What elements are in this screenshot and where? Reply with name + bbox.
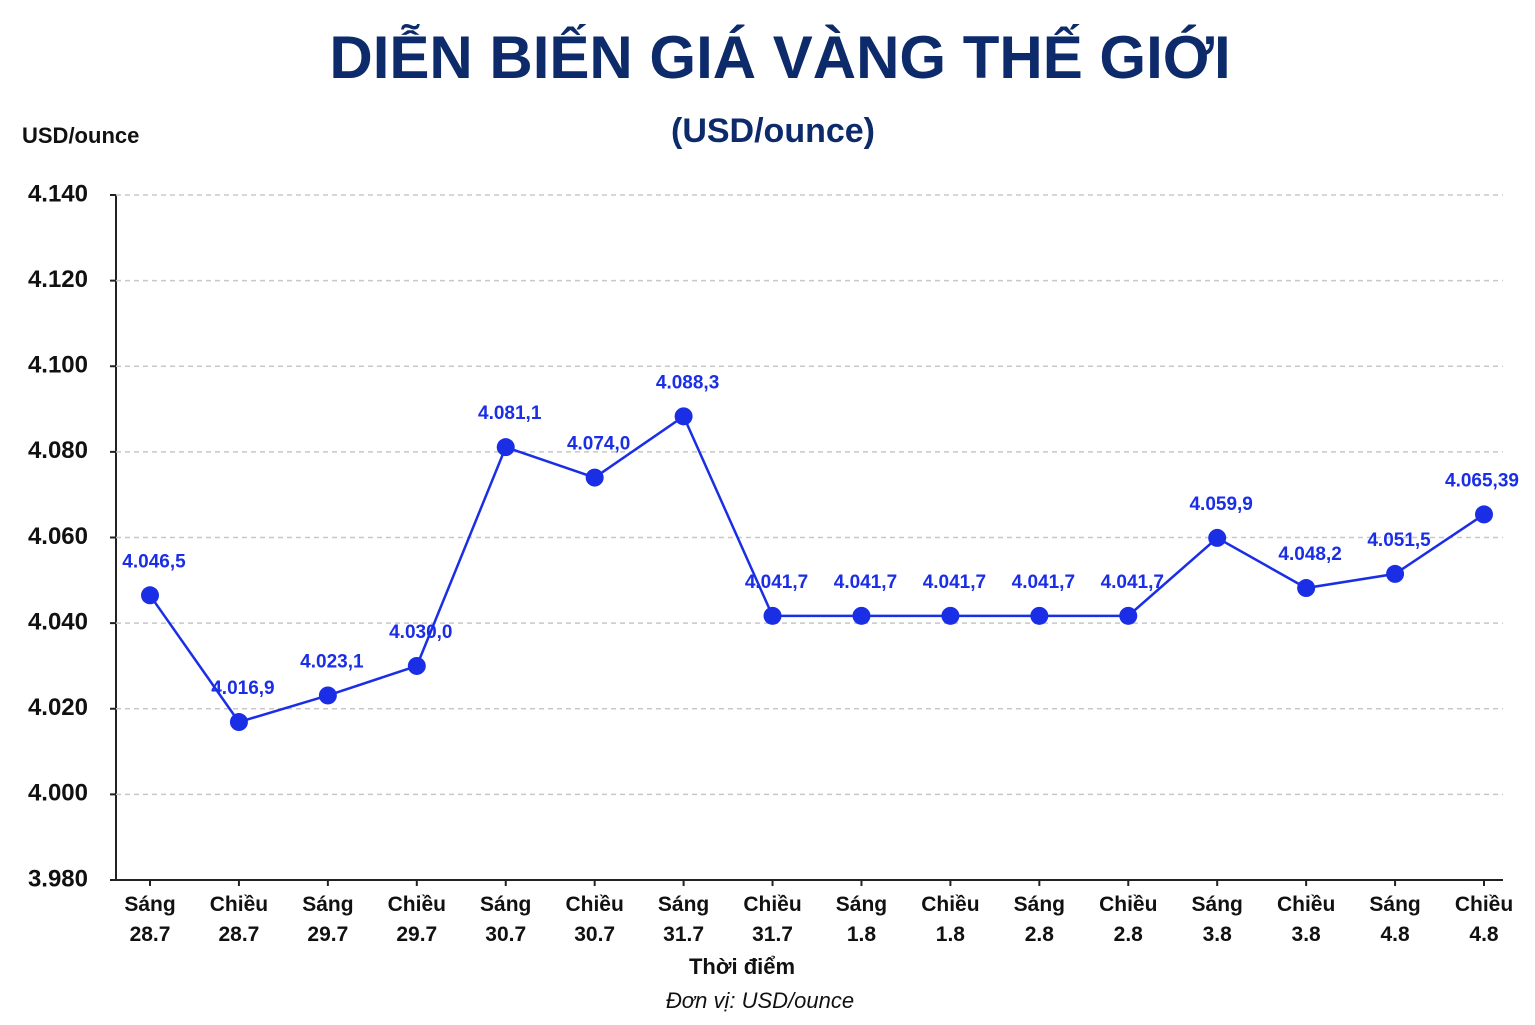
point — [1208, 528, 1227, 547]
y-tick-label: 4.020 — [28, 694, 88, 721]
x-axis-title: Thời điểm — [689, 954, 795, 979]
data-label: 4.023,1 — [300, 651, 364, 672]
y-tick-label: 4.040 — [28, 608, 88, 635]
data-label: 4.048,2 — [1278, 544, 1341, 565]
data-label: 4.030,0 — [389, 622, 452, 643]
footnote: Đơn vị: USD/ounce — [666, 988, 854, 1013]
chart-title: DIỄN BIẾN GIÁ VÀNG THẾ GIỚI — [329, 24, 1230, 91]
point — [1119, 606, 1138, 625]
point — [763, 606, 782, 625]
point — [318, 686, 337, 705]
x-tick-label: Chiều 28.7 — [209, 893, 269, 946]
point — [1297, 579, 1316, 598]
data-label: 4.088,3 — [656, 372, 719, 393]
point — [941, 606, 960, 625]
x-tick-label: Sáng 4.8 — [1369, 893, 1421, 946]
point — [407, 656, 426, 675]
y-tick-label: 4.120 — [28, 266, 88, 293]
x-tick-label: Chiều 3.8 — [1276, 893, 1336, 946]
point — [496, 438, 515, 457]
x-tick-label: Sáng 29.7 — [302, 893, 354, 946]
point — [585, 468, 604, 487]
data-label: 4.065,39 — [1445, 470, 1519, 491]
point — [141, 586, 159, 605]
x-tick-label: Sáng 2.8 — [1013, 893, 1065, 946]
data-label: 4.059,9 — [1189, 494, 1252, 515]
x-tick-label: Chiều 4.8 — [1454, 893, 1514, 946]
point — [674, 407, 693, 426]
data-label: 4.041,7 — [745, 572, 808, 593]
y-tick-label: 4.100 — [28, 352, 88, 379]
y-tick-label: 3.980 — [28, 865, 88, 892]
chart-subtitle: (USD/ounce) — [671, 112, 875, 150]
data-label: 4.041,7 — [923, 572, 986, 593]
data-label: 4.041,7 — [1012, 572, 1075, 593]
x-tick-label: Sáng 30.7 — [480, 893, 532, 946]
point — [1030, 606, 1049, 625]
x-tick-label: Chiều 31.7 — [743, 893, 802, 946]
x-tick-label: Sáng 3.8 — [1191, 893, 1243, 946]
data-label: 4.051,5 — [1367, 530, 1431, 551]
x-tick-label: Chiều 30.7 — [565, 893, 624, 946]
x-tick-label: Sáng 28.7 — [124, 893, 176, 946]
y-tick-label: 4.080 — [28, 437, 88, 464]
x-tick-label: Chiều 2.8 — [1099, 893, 1158, 946]
data-label: 4.046,5 — [122, 551, 186, 572]
x-tick-label: Sáng 1.8 — [835, 893, 888, 946]
point — [1386, 564, 1405, 583]
y-axis-title: USD/ounce — [22, 123, 139, 148]
data-label: 4.081,1 — [478, 403, 542, 424]
x-tick-label: Chiều 1.8 — [921, 893, 980, 946]
y-tick-label: 4.000 — [28, 780, 88, 807]
point — [852, 606, 871, 625]
y-tick-label: 4.140 — [28, 180, 88, 207]
point — [229, 713, 248, 732]
y-tick-label: 4.060 — [28, 523, 88, 550]
point — [1475, 505, 1493, 524]
x-tick-label: Chiều 29.7 — [387, 893, 446, 946]
data-label: 4.041,7 — [834, 572, 897, 593]
data-label: 4.041,7 — [1101, 572, 1164, 593]
x-tick-label: Sáng 31.7 — [657, 893, 710, 946]
data-label: 4.016,9 — [211, 678, 274, 699]
line — [148, 414, 1485, 724]
data-label: 4.074,0 — [567, 434, 630, 455]
